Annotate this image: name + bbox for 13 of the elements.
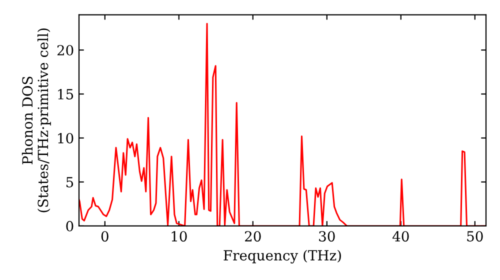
x-axis-title: Frequency (THz) [224, 250, 341, 264]
y-tick-label: 5 [66, 177, 74, 188]
y-tick-label: 0 [66, 220, 74, 232]
y-tick-label: 20 [57, 44, 74, 56]
x-tick-label: 10 [172, 231, 187, 242]
x-tick-label: 0 [101, 231, 108, 242]
y-axis-title: Phonon DOS (States/THz·primitive cell) [22, 28, 51, 212]
x-tick-label: 50 [467, 231, 483, 242]
x-tick-label: 30 [319, 231, 335, 242]
x-tick-label: 20 [245, 231, 261, 242]
x-tick-label: 40 [392, 231, 409, 242]
y-tick-label: 10 [58, 132, 74, 144]
y-tick-label: 15 [58, 88, 74, 100]
